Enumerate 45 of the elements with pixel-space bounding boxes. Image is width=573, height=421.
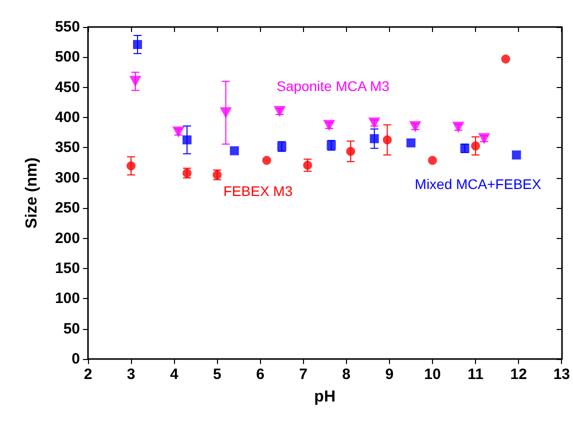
y-tick-label: 350 [54, 139, 80, 156]
point [370, 134, 379, 144]
point [471, 141, 480, 150]
y-tick-label: 100 [54, 290, 80, 308]
y-tick-label: 150 [54, 260, 80, 277]
y-tick-label: 450 [54, 78, 80, 96]
point [230, 146, 239, 156]
x-tick-label: 8 [342, 366, 351, 383]
x-tick-label: 4 [170, 366, 179, 383]
y-tick-label: 300 [54, 169, 80, 186]
point [126, 161, 136, 170]
y-axis-title: Size (nm) [24, 157, 40, 229]
y-tick-label: 400 [54, 109, 80, 126]
point [182, 135, 192, 144]
x-tick-label: 2 [84, 366, 92, 383]
y-tick-label: 50 [63, 320, 80, 338]
x-tick-label: 13 [553, 366, 570, 383]
x-axis-title: pH [314, 388, 336, 406]
point [512, 150, 521, 160]
y-tick-label: 550 [54, 18, 80, 36]
series-label: Mixed MCA+FEBEX [414, 176, 542, 192]
point [262, 156, 272, 165]
x-tick-label: 11 [468, 366, 484, 383]
x-tick-label: 7 [299, 366, 308, 383]
series-label: Saponite MCA M3 [276, 78, 390, 94]
point [501, 54, 510, 64]
x-tick-label: 12 [510, 366, 527, 383]
y-tick-label: 200 [54, 230, 80, 247]
point [406, 138, 416, 148]
series-label: FEBEX M3 [223, 183, 293, 199]
y-tick-label: 250 [54, 200, 80, 217]
x-tick-label: 9 [385, 366, 394, 383]
x-tick-label: 10 [424, 366, 441, 383]
point [129, 76, 142, 87]
x-tick-label: 6 [256, 366, 264, 383]
point [346, 146, 356, 156]
point [133, 40, 142, 50]
point [303, 160, 312, 170]
point [428, 156, 437, 165]
point [382, 135, 392, 144]
y-tick-label: 500 [54, 48, 80, 66]
y-tick-label: 0 [72, 350, 80, 368]
point [220, 107, 232, 118]
x-tick-label: 5 [213, 366, 222, 383]
x-tick-label: 3 [126, 366, 136, 383]
